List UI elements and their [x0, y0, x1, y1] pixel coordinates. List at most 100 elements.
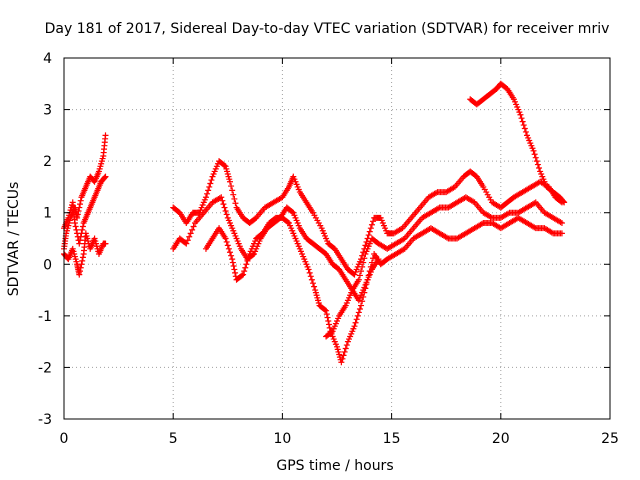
- data-point: [358, 302, 365, 309]
- y-tick-label: 3: [43, 103, 52, 119]
- data-point: [223, 211, 230, 218]
- data-point: [343, 342, 350, 349]
- data-point: [338, 359, 345, 366]
- data-point: [370, 218, 377, 225]
- data-point: [75, 207, 82, 214]
- data-point: [558, 220, 565, 227]
- data-point: [241, 268, 248, 275]
- data-point: [324, 314, 331, 321]
- data-point: [222, 207, 229, 214]
- data-point: [72, 223, 79, 230]
- series-track-c: [61, 230, 109, 278]
- plot-frame: [63, 57, 611, 420]
- data-point: [339, 355, 346, 362]
- data-point: [358, 268, 365, 275]
- data-point: [183, 240, 190, 247]
- data-point: [242, 264, 249, 271]
- data-point: [221, 162, 228, 169]
- y-tick-label: 2: [43, 154, 52, 170]
- y-tick-label: 4: [43, 51, 52, 67]
- data-point: [77, 201, 84, 208]
- data-point: [355, 309, 362, 316]
- data-point: [187, 230, 194, 237]
- data-point: [76, 271, 83, 278]
- data-point: [531, 151, 538, 158]
- data-point: [79, 223, 86, 230]
- data-point: [328, 329, 335, 336]
- data-point: [189, 226, 196, 233]
- data-point: [228, 252, 235, 259]
- data-point: [522, 128, 529, 135]
- data-point: [231, 266, 238, 273]
- data-point: [307, 273, 314, 280]
- grid-layer: [64, 58, 610, 419]
- data-point: [229, 187, 236, 194]
- data-point: [222, 235, 229, 242]
- data-point: [221, 204, 228, 211]
- data-point: [289, 208, 296, 215]
- ticks-layer: 0 5 10 15 20 25 -3 -2 -1 0 1 2 3 4: [38, 51, 619, 447]
- data-point: [368, 221, 375, 228]
- data-point: [101, 174, 108, 181]
- data-point: [356, 272, 363, 279]
- data-point: [229, 256, 236, 263]
- data-point: [520, 122, 527, 129]
- data-point: [323, 307, 330, 314]
- data-point: [284, 219, 291, 226]
- data-point: [218, 194, 225, 201]
- data-point: [325, 318, 332, 325]
- data-point: [521, 125, 528, 132]
- series-track-g: [323, 256, 382, 340]
- data-point: [74, 211, 81, 218]
- data-point: [342, 345, 349, 352]
- data-point: [358, 256, 365, 263]
- data-point: [240, 271, 247, 278]
- series-track-b: [61, 173, 109, 247]
- data-point: [311, 283, 318, 290]
- data-point: [205, 187, 212, 194]
- data-point: [230, 263, 237, 270]
- data-point: [519, 118, 526, 125]
- series-track-d: [170, 158, 565, 278]
- data-point: [238, 272, 245, 279]
- chart-title: Day 181 of 2017, Sidereal Day-to-day VTE…: [45, 21, 610, 37]
- data-point: [76, 240, 83, 247]
- data-point: [77, 237, 84, 244]
- data-point: [243, 261, 250, 268]
- data-point: [206, 183, 213, 190]
- data-point: [323, 311, 330, 318]
- data-point: [79, 257, 86, 264]
- data-point: [225, 245, 232, 252]
- data-point: [219, 197, 226, 204]
- data-point: [367, 225, 374, 232]
- data-point: [340, 352, 347, 359]
- data-point: [208, 177, 215, 184]
- data-point: [226, 249, 233, 256]
- data-point: [232, 200, 239, 207]
- data-point: [375, 256, 382, 263]
- data-point: [532, 154, 539, 161]
- data-point: [184, 237, 191, 244]
- data-point: [73, 226, 80, 233]
- data-point: [220, 201, 227, 208]
- data-point: [321, 306, 328, 313]
- data-point: [351, 323, 358, 330]
- data-point: [204, 190, 211, 197]
- data-point: [341, 348, 348, 355]
- x-tick-label: 0: [60, 431, 69, 447]
- data-point: [77, 197, 84, 204]
- x-tick-label: 25: [601, 431, 619, 447]
- data-point: [226, 178, 233, 185]
- data-point: [362, 242, 369, 249]
- data-point: [71, 220, 78, 227]
- data-point: [533, 158, 540, 165]
- data-point: [325, 321, 332, 328]
- data-point: [245, 254, 252, 261]
- data-point: [530, 147, 537, 154]
- data-point: [361, 255, 368, 262]
- data-point: [305, 266, 312, 273]
- data-point: [534, 161, 541, 168]
- y-tick-label: 1: [43, 206, 52, 222]
